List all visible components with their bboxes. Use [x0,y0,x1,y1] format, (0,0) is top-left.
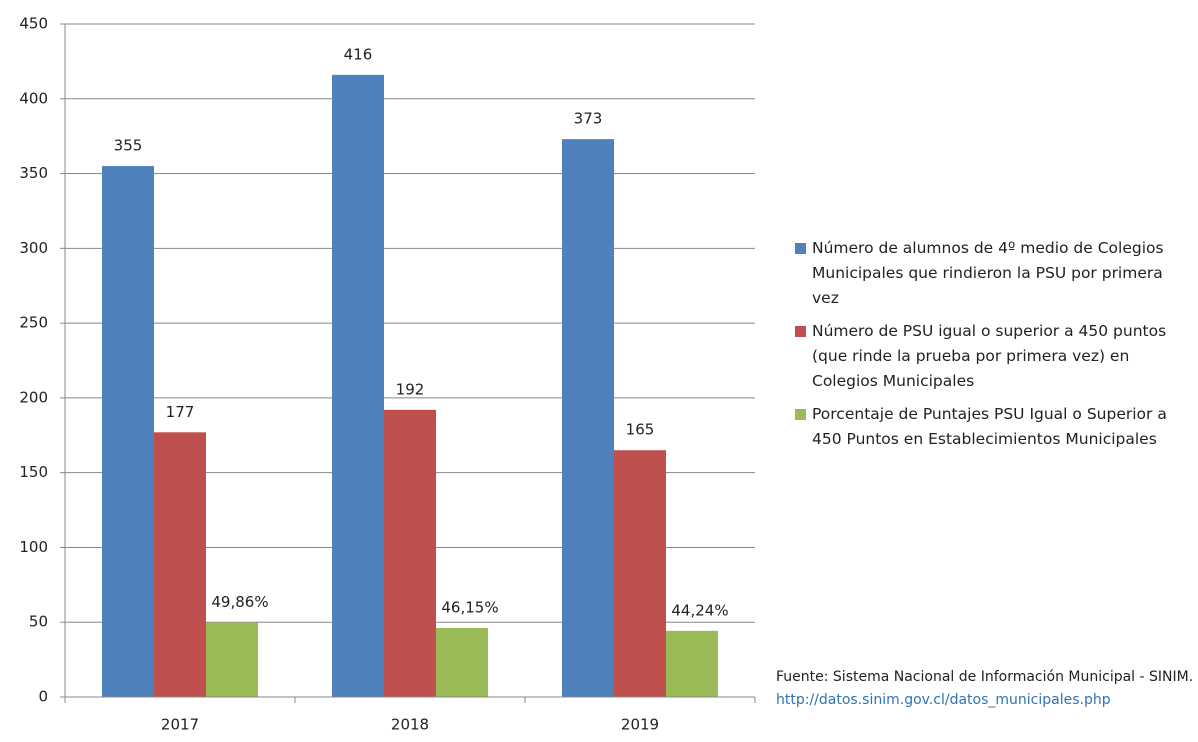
legend-swatch [795,326,806,337]
data-label: 49,86% [211,593,268,611]
legend-swatch [795,409,806,420]
source-url: http://datos.sinim.gov.cl/datos_municipa… [776,692,1111,708]
source-text: Fuente: Sistema Nacional de Información … [776,669,1194,685]
y-tick-label: 300 [19,239,48,257]
legend-label: Porcentaje de Puntajes PSU Igual o Super… [812,405,1167,448]
source: Fuente: Sistema Nacional de Información … [776,666,1196,712]
legend-label: Número de alumnos de 4º medio de Colegio… [812,239,1164,307]
bar [384,409,436,697]
x-tick-label: 2017 [161,716,199,734]
legend: Número de alumnos de 4º medio de Colegio… [795,236,1185,460]
y-tick-label: 50 [29,613,48,631]
bar [666,630,718,697]
bar [206,622,258,697]
bar [102,166,154,698]
legend-item: Número de alumnos de 4º medio de Colegio… [795,236,1185,311]
y-tick-label: 350 [19,164,48,182]
data-label: 177 [166,403,195,421]
legend-swatch [795,243,806,254]
y-tick-label: 400 [19,89,48,107]
legend-item: Número de PSU igual o superior a 450 pun… [795,319,1185,394]
data-label: 192 [396,380,425,398]
y-tick-label: 250 [19,314,48,332]
bar [332,74,384,698]
chart: 0 50 100 150 200 250 300 350 400 450 2017 355 177 49,… [19,15,756,734]
x-tick-label: 2019 [621,716,659,734]
data-label: 416 [344,45,373,63]
y-tick-label: 0 [38,688,48,706]
x-tick-label: 2018 [391,716,429,734]
legend-item: Porcentaje de Puntajes PSU Igual o Super… [795,402,1185,452]
data-label: 44,24% [671,601,728,619]
bar [154,432,206,697]
y-tick-label: 150 [19,463,48,481]
data-label: 355 [114,137,143,155]
bar [562,139,614,697]
data-label: 165 [626,421,655,439]
data-label: 46,15% [441,598,498,616]
y-tick-label: 200 [19,388,48,406]
y-tick-label: 100 [19,538,48,556]
bar [436,627,488,697]
y-tick-label: 450 [19,15,48,33]
legend-label: Número de PSU igual o superior a 450 pun… [812,322,1167,390]
data-label: 373 [574,110,603,128]
bar [614,450,666,697]
